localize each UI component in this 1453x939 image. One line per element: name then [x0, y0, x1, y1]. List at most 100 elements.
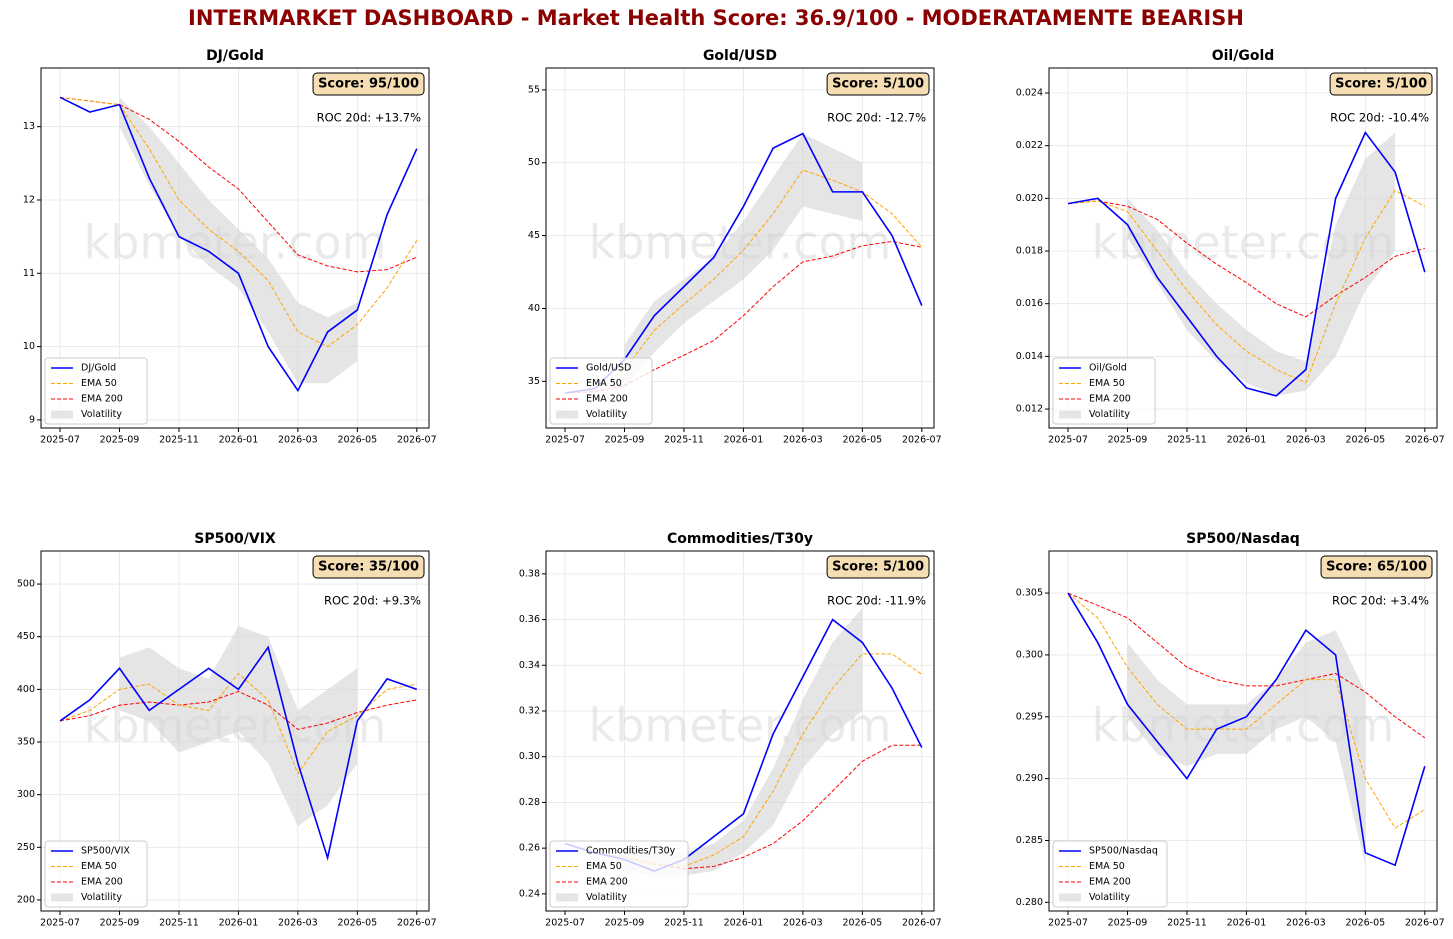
legend-swatch — [51, 893, 73, 902]
ema-line — [59, 672, 417, 775]
score-box — [826, 555, 930, 579]
score-label: Score: 5/100 — [1335, 77, 1427, 92]
volatility-band — [1127, 132, 1396, 396]
legend-swatch — [51, 410, 73, 419]
chart-title: Commodities/T30y — [667, 531, 813, 547]
x-tick-label: 2025-11 — [1167, 918, 1207, 929]
chart-title: SP500/VIX — [194, 531, 276, 547]
x-tick-label: 2026-07 — [902, 435, 942, 446]
y-tick-label: 0.014 — [1016, 351, 1043, 362]
score-box — [1329, 72, 1433, 96]
legend-label: EMA 200 — [81, 877, 123, 888]
legend-label: Volatility — [1089, 409, 1130, 420]
x-tick-label: 2026-05 — [337, 918, 377, 929]
x-tick-label: 2026-05 — [842, 435, 882, 446]
legend-label: SP500/VIX — [81, 846, 130, 857]
legend-box — [549, 357, 653, 425]
score-label: Score: 5/100 — [832, 560, 924, 575]
x-tick-label: 2026-07 — [397, 918, 437, 929]
ema-line — [1067, 189, 1426, 384]
ema-line — [59, 690, 417, 730]
x-tick-label: 2026-05 — [842, 918, 882, 929]
x-tick-label: 2025-09 — [100, 918, 140, 929]
x-tick-label: 2026-07 — [1405, 918, 1445, 929]
y-tick-label: 0.36 — [519, 614, 540, 625]
y-tick-label: 10 — [23, 341, 35, 352]
legend-label: Volatility — [586, 409, 627, 420]
legend-label: EMA 50 — [586, 861, 622, 872]
roc-label: ROC 20d: -10.4% — [1330, 111, 1429, 125]
legend-label: DJ/Gold — [81, 363, 116, 374]
y-tick-label: 0.24 — [519, 888, 540, 899]
y-tick-label: 350 — [17, 737, 35, 748]
y-tick-label: 0.32 — [519, 706, 540, 717]
x-tick-label: 2026-01 — [219, 918, 259, 929]
x-tick-label: 2025-11 — [1167, 435, 1207, 446]
x-tick-label: 2025-07 — [1048, 918, 1088, 929]
x-tick-label: 2026-03 — [783, 918, 823, 929]
y-tick-label: 0.022 — [1016, 140, 1043, 151]
x-tick-label: 2025-07 — [545, 435, 585, 446]
roc-label: ROC 20d: +13.7% — [317, 111, 421, 125]
legend-label: EMA 50 — [1089, 378, 1125, 389]
chart-title: Gold/USD — [703, 48, 777, 64]
y-tick-label: 0.280 — [1016, 897, 1043, 908]
plot-frame — [1048, 67, 1438, 429]
y-tick-label: 0.26 — [519, 843, 540, 854]
score-label: Score: 5/100 — [832, 77, 924, 92]
x-tick-label: 2025-07 — [40, 435, 80, 446]
legend-label: Gold/USD — [586, 363, 631, 374]
y-tick-label: 0.018 — [1016, 246, 1043, 257]
legend-label: EMA 200 — [1089, 877, 1131, 888]
x-tick-label: 2026-01 — [1227, 435, 1267, 446]
x-tick-label: 2025-09 — [605, 918, 645, 929]
x-tick-label: 2026-07 — [902, 918, 942, 929]
score-label: Score: 65/100 — [1326, 560, 1427, 575]
x-tick-label: 2026-01 — [724, 435, 764, 446]
x-tick-label: 2026-05 — [337, 435, 377, 446]
legend-label: EMA 200 — [1089, 394, 1131, 405]
x-tick-label: 2026-03 — [278, 435, 318, 446]
legend-box — [44, 840, 148, 908]
ratio-line — [1067, 592, 1426, 867]
roc-label: ROC 20d: -12.7% — [827, 111, 926, 125]
volatility-band — [119, 97, 358, 384]
plot-frame — [1048, 550, 1438, 912]
legend-box — [44, 357, 148, 425]
ema-line — [59, 96, 418, 273]
y-tick-label: 45 — [528, 230, 540, 241]
legend-label: Volatility — [81, 892, 122, 903]
x-tick-label: 2025-09 — [1108, 435, 1148, 446]
ratio-line — [59, 645, 418, 861]
legend-label: EMA 200 — [586, 877, 628, 888]
y-tick-label: 0.295 — [1016, 711, 1043, 722]
y-tick-label: 300 — [17, 789, 35, 800]
chart-title: SP500/Nasdaq — [1186, 531, 1300, 547]
x-tick-label: 2026-01 — [1227, 918, 1267, 929]
x-tick-label: 2025-11 — [159, 918, 199, 929]
x-tick-label: 2026-03 — [1286, 435, 1326, 446]
score-box — [826, 72, 930, 96]
x-tick-label: 2026-03 — [1286, 918, 1326, 929]
legend-label: Volatility — [81, 409, 122, 420]
y-tick-label: 35 — [528, 376, 540, 387]
plot-frame — [545, 550, 935, 912]
legend-label: EMA 50 — [586, 378, 622, 389]
chart-title: Oil/Gold — [1212, 48, 1275, 64]
score-label: Score: 95/100 — [318, 77, 419, 92]
x-tick-label: 2026-03 — [278, 918, 318, 929]
y-tick-label: 0.012 — [1016, 404, 1043, 415]
y-tick-label: 40 — [528, 303, 540, 314]
legend-swatch — [556, 893, 578, 902]
legend-swatch — [1059, 410, 1081, 419]
x-tick-label: 2025-09 — [1108, 918, 1148, 929]
ema-line — [59, 96, 418, 348]
y-tick-label: 450 — [17, 631, 35, 642]
y-tick-label: 0.024 — [1016, 88, 1043, 99]
legend-swatch — [556, 410, 578, 419]
y-tick-label: 0.016 — [1016, 298, 1043, 309]
y-tick-label: 12 — [23, 194, 35, 205]
ratio-line — [59, 96, 418, 393]
x-tick-label: 2025-07 — [1048, 435, 1088, 446]
legend-label: SP500/Nasdaq — [1089, 846, 1158, 857]
